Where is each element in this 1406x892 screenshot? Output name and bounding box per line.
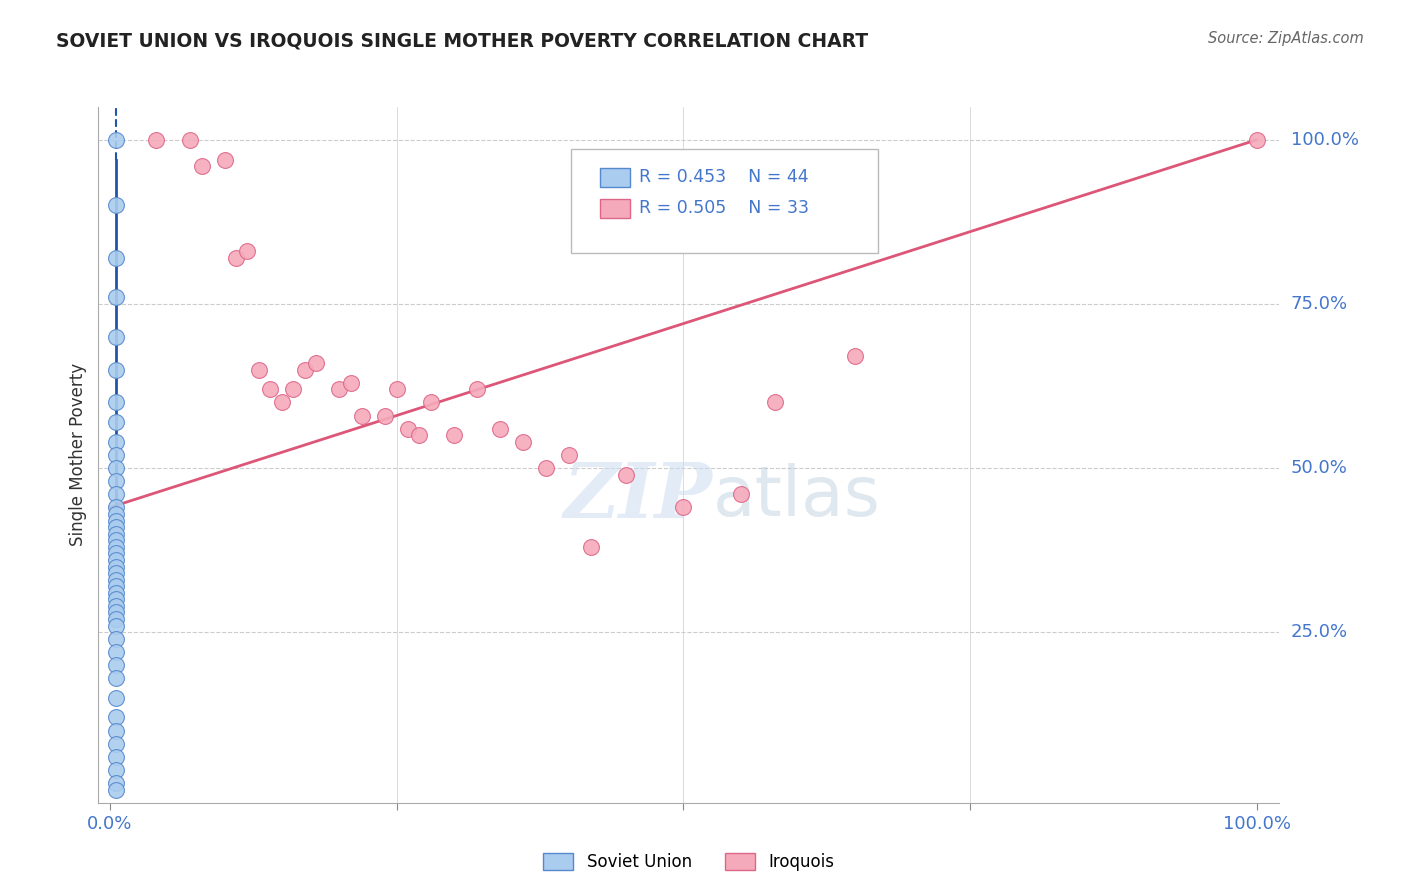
Text: R = 0.505    N = 33: R = 0.505 N = 33	[640, 199, 810, 217]
Point	[512, 434, 534, 449]
Legend: Soviet Union, Iroquois: Soviet Union, Iroquois	[537, 847, 841, 878]
Point	[104, 395, 127, 409]
Point	[352, 409, 374, 423]
Point	[385, 382, 408, 396]
Point	[236, 244, 259, 259]
Point	[283, 382, 305, 396]
Point	[614, 467, 637, 482]
Point	[104, 533, 127, 548]
Point	[104, 546, 127, 560]
Point	[104, 290, 127, 304]
Point	[104, 671, 127, 685]
Point	[247, 362, 270, 376]
Point	[305, 356, 328, 370]
Point	[104, 415, 127, 429]
Point	[104, 710, 127, 724]
Point	[225, 251, 247, 265]
Point	[104, 776, 127, 790]
Point	[104, 540, 127, 554]
Point	[104, 133, 127, 147]
Point	[259, 382, 281, 396]
FancyBboxPatch shape	[600, 168, 630, 187]
Text: 75.0%: 75.0%	[1291, 295, 1348, 313]
Point	[104, 737, 127, 751]
Point	[104, 573, 127, 587]
Point	[443, 428, 465, 442]
Point	[104, 657, 127, 672]
Point	[104, 474, 127, 488]
Point	[844, 350, 866, 364]
Point	[104, 566, 127, 580]
Point	[339, 376, 361, 390]
Point	[104, 618, 127, 632]
Point	[104, 606, 127, 620]
FancyBboxPatch shape	[600, 199, 630, 219]
Point	[104, 586, 127, 600]
Point	[179, 133, 201, 147]
Point	[374, 409, 396, 423]
FancyBboxPatch shape	[571, 149, 877, 253]
Y-axis label: Single Mother Poverty: Single Mother Poverty	[69, 363, 87, 547]
Point	[104, 592, 127, 607]
Point	[104, 500, 127, 515]
Point	[557, 448, 579, 462]
Point	[104, 507, 127, 521]
Text: SOVIET UNION VS IROQUOIS SINGLE MOTHER POVERTY CORRELATION CHART: SOVIET UNION VS IROQUOIS SINGLE MOTHER P…	[56, 31, 869, 50]
Point	[104, 599, 127, 613]
Point	[104, 520, 127, 534]
Point	[104, 251, 127, 265]
Point	[104, 579, 127, 593]
Point	[104, 690, 127, 705]
Point	[104, 330, 127, 344]
Point	[730, 487, 752, 501]
Point	[488, 422, 510, 436]
Point	[104, 362, 127, 376]
Point	[104, 763, 127, 777]
Point	[408, 428, 430, 442]
Point	[104, 526, 127, 541]
Point	[104, 723, 127, 738]
Point	[104, 645, 127, 659]
Point	[270, 395, 292, 409]
Point	[104, 553, 127, 567]
Point	[763, 395, 786, 409]
Point	[396, 422, 419, 436]
Text: 25.0%: 25.0%	[1291, 624, 1348, 641]
Text: Source: ZipAtlas.com: Source: ZipAtlas.com	[1208, 31, 1364, 46]
Point	[104, 198, 127, 212]
Point	[581, 540, 603, 554]
Text: atlas: atlas	[713, 463, 880, 530]
Point	[104, 514, 127, 528]
Point	[465, 382, 488, 396]
Point	[104, 559, 127, 574]
Point	[420, 395, 443, 409]
Point	[145, 133, 167, 147]
Text: 100.0%: 100.0%	[1291, 131, 1358, 149]
Point	[104, 612, 127, 626]
Point	[104, 782, 127, 797]
Point	[672, 500, 695, 515]
Point	[104, 461, 127, 475]
Point	[104, 434, 127, 449]
Point	[534, 461, 557, 475]
Point	[328, 382, 350, 396]
Point	[1246, 133, 1268, 147]
Point	[294, 362, 316, 376]
Text: R = 0.453    N = 44: R = 0.453 N = 44	[640, 168, 808, 186]
Point	[104, 487, 127, 501]
Text: 50.0%: 50.0%	[1291, 459, 1347, 477]
Point	[190, 159, 212, 173]
Point	[104, 632, 127, 646]
Point	[104, 749, 127, 764]
Point	[104, 448, 127, 462]
Point	[214, 153, 236, 167]
Text: ZIP: ZIP	[564, 459, 713, 533]
